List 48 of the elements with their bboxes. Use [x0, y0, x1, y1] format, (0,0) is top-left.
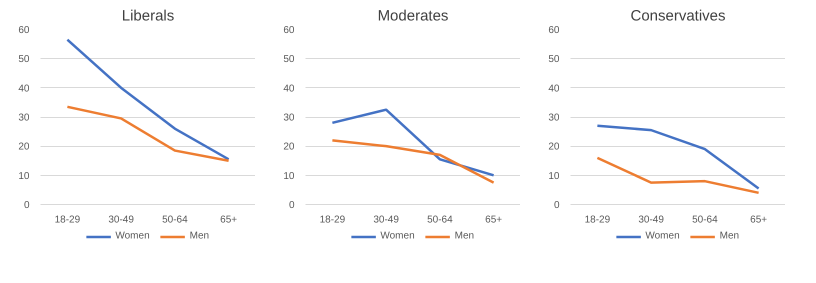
- line-series: [66, 106, 230, 162]
- x-tick-label: 18-29: [320, 214, 346, 226]
- y-tick-label: 50: [548, 54, 560, 66]
- y-tick-label: 10: [548, 170, 560, 182]
- x-tick-label: 30-49: [108, 214, 134, 226]
- x-tick-label: 18-29: [584, 214, 611, 226]
- y-tick-label: 0: [24, 200, 30, 211]
- legend-label: Men: [190, 230, 210, 242]
- y-tick-label: 0: [554, 200, 560, 211]
- y-tick-label: 40: [18, 83, 30, 94]
- y-tick-label: 50: [18, 54, 30, 66]
- y-tick-label: 40: [548, 83, 560, 94]
- x-tick-label: 65+: [220, 214, 238, 226]
- x-tick-label: 65+: [750, 214, 768, 226]
- x-tick-label: 30-49: [373, 214, 400, 226]
- chart-title: Liberals: [122, 8, 174, 24]
- line-series: [596, 124, 760, 190]
- y-tick-label: 60: [548, 25, 560, 36]
- y-tick-label: 10: [283, 170, 295, 182]
- y-tick-label: 30: [548, 112, 560, 124]
- legend-label: Men: [454, 230, 475, 242]
- line-series: [331, 108, 495, 177]
- x-tick-label: 30-49: [638, 214, 664, 226]
- line-series: [66, 38, 230, 161]
- y-tick-label: 60: [18, 25, 30, 36]
- y-tick-label: 10: [18, 170, 30, 182]
- legend-label: Women: [380, 230, 415, 242]
- y-tick-label: 20: [18, 142, 30, 153]
- chart-title: Conservatives: [630, 8, 726, 24]
- x-tick-label: 65+: [485, 214, 502, 226]
- x-tick-label: 18-29: [54, 214, 81, 226]
- y-tick-label: 20: [548, 142, 560, 153]
- y-tick-label: 30: [18, 112, 30, 124]
- chart-title: Moderates: [378, 8, 448, 24]
- legend-label: Women: [115, 230, 150, 242]
- y-tick-label: 0: [288, 200, 295, 211]
- y-tick-label: 60: [283, 25, 295, 36]
- legend-label: Men: [720, 230, 740, 242]
- x-tick-label: 50-64: [427, 214, 454, 226]
- x-tick-label: 50-64: [162, 214, 188, 226]
- y-tick-label: 40: [283, 83, 295, 94]
- y-tick-label: 30: [283, 112, 295, 124]
- y-tick-label: 50: [283, 54, 295, 66]
- y-tick-label: 20: [283, 142, 295, 153]
- x-tick-label: 50-64: [692, 214, 718, 226]
- line-series: [331, 139, 495, 184]
- line-series: [596, 156, 760, 194]
- legend-label: Women: [645, 230, 680, 242]
